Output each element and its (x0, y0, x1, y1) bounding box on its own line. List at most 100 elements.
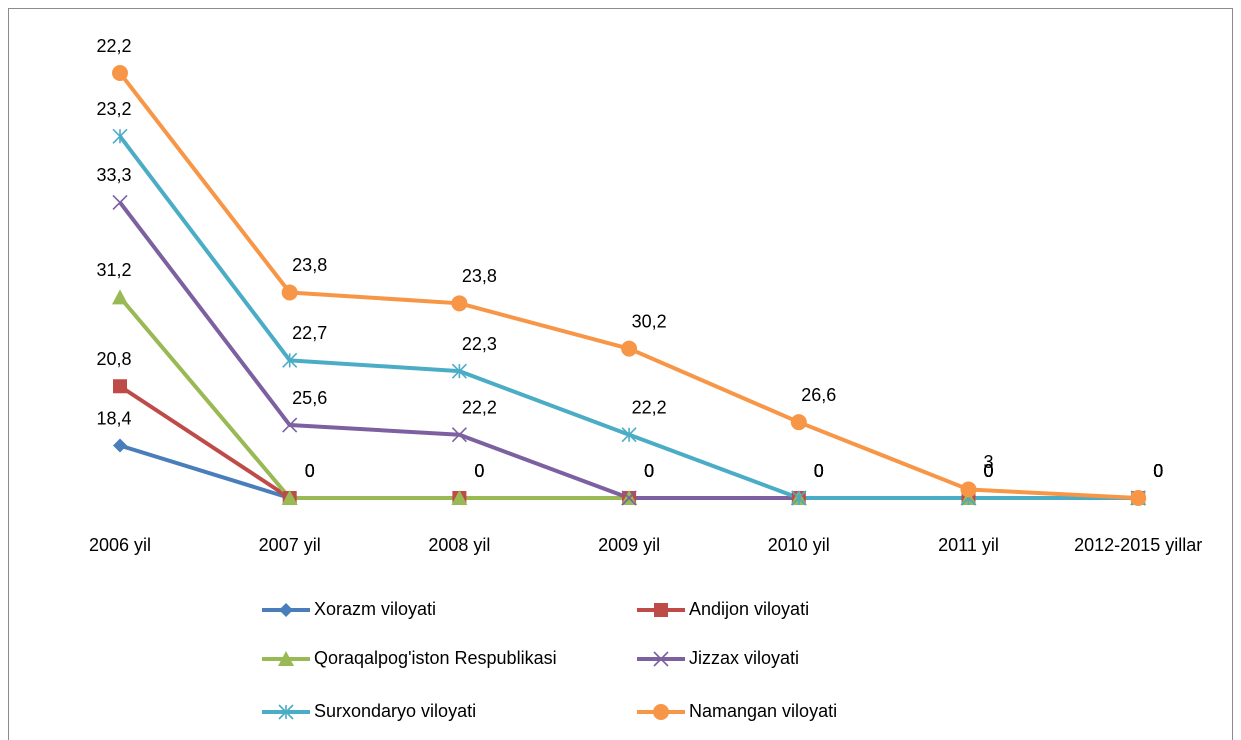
data-label: 3 (983, 452, 993, 472)
marker-shape (112, 65, 128, 81)
marker (112, 289, 128, 305)
marker-shape (621, 340, 638, 357)
marker-shape (282, 417, 298, 433)
data-label: 0 (1153, 461, 1163, 481)
data-label: 0 (1153, 461, 1163, 481)
marker (113, 438, 127, 453)
marker (112, 194, 128, 210)
marker (278, 651, 294, 666)
marker (960, 481, 977, 498)
legend-label: Xorazm viloyati (314, 599, 436, 619)
data-label: 0 (814, 461, 824, 481)
marker-shape (281, 490, 298, 505)
marker-shape (791, 490, 807, 506)
marker (112, 65, 128, 81)
marker (451, 427, 467, 443)
marker (282, 352, 298, 368)
x-tick-label: 2009 yil (598, 535, 660, 555)
data-label: 31,2 (96, 260, 131, 280)
data-label: 0 (983, 461, 993, 481)
marker-shape (113, 379, 127, 394)
x-tick-label: 2008 yil (428, 535, 490, 555)
data-label: 0 (644, 461, 654, 481)
marker (281, 490, 298, 505)
legend-label: Andijon viloyati (689, 599, 809, 619)
legend-label: Qoraqalpog'iston Respublikasi (314, 648, 557, 668)
marker (451, 490, 468, 505)
data-label: 26,6 (801, 385, 836, 405)
marker-shape (113, 438, 127, 453)
marker (451, 295, 468, 312)
marker-shape (282, 352, 298, 368)
data-label: 0 (814, 461, 824, 481)
data-label: 0 (983, 461, 993, 481)
marker-shape (1130, 490, 1147, 506)
data-label: 18,4 (96, 408, 131, 428)
marker-shape (278, 651, 294, 666)
x-tick-label: 2011 yil (938, 535, 999, 555)
marker-shape (653, 704, 669, 720)
data-label: 22,2 (632, 397, 667, 417)
marker-shape (112, 194, 128, 210)
data-label: 22,3 (462, 334, 497, 354)
chart-frame (8, 8, 1233, 740)
marker-shape (451, 427, 467, 443)
x-tick-label: 2007 yil (259, 535, 321, 555)
marker-shape (654, 603, 668, 617)
data-label: 30,2 (632, 311, 667, 331)
legend-label: Namangan viloyati (689, 701, 837, 721)
data-label: 25,6 (292, 388, 327, 408)
data-label: 0 (644, 461, 654, 481)
data-label: 23,8 (292, 255, 327, 275)
data-label: 0 (1153, 461, 1163, 481)
marker-shape (281, 284, 298, 301)
marker (653, 704, 669, 720)
marker (790, 414, 807, 431)
data-label: 0 (474, 461, 484, 481)
marker-shape (653, 651, 669, 667)
marker (279, 603, 293, 617)
marker-shape (112, 128, 128, 144)
data-label: 0 (305, 461, 315, 481)
data-label: 23,2 (96, 99, 131, 119)
data-label: 0 (1153, 461, 1163, 481)
data-label: 0 (983, 461, 993, 481)
legend-label: Jizzax viloyati (689, 648, 799, 668)
data-label: 22,2 (462, 397, 497, 417)
marker-shape (451, 490, 468, 505)
marker (621, 427, 637, 443)
x-tick-label: 2012-2015 yillar (1074, 535, 1202, 555)
data-label: 0 (474, 461, 484, 481)
marker (113, 379, 127, 394)
marker (451, 363, 467, 379)
data-label: 20,8 (96, 349, 131, 369)
data-label: 0 (474, 461, 484, 481)
data-label: 0 (305, 461, 315, 481)
legend-label: Surxondaryo viloyati (314, 701, 476, 721)
data-label: 22,7 (292, 323, 327, 343)
data-label: 0 (814, 461, 824, 481)
data-label: 22,2 (96, 36, 131, 56)
data-label: 0 (814, 461, 824, 481)
marker (654, 603, 668, 617)
data-label: 23,8 (462, 266, 497, 286)
x-tick-label: 2010 yil (768, 535, 830, 555)
marker (278, 704, 294, 720)
marker-shape (451, 295, 468, 312)
marker-shape (112, 289, 128, 305)
marker (282, 417, 298, 433)
data-label: 33,3 (96, 165, 131, 185)
marker (791, 490, 807, 506)
data-label: 0 (1153, 461, 1163, 481)
marker-shape (278, 704, 294, 720)
marker-shape (279, 603, 293, 617)
data-label: 0 (983, 461, 993, 481)
marker (112, 128, 128, 144)
marker-shape (621, 490, 637, 506)
marker-shape (621, 427, 637, 443)
x-tick-label: 2006 yil (89, 535, 151, 555)
marker (621, 490, 637, 506)
marker (653, 651, 669, 667)
marker (1130, 490, 1147, 506)
data-label: 0 (305, 461, 315, 481)
